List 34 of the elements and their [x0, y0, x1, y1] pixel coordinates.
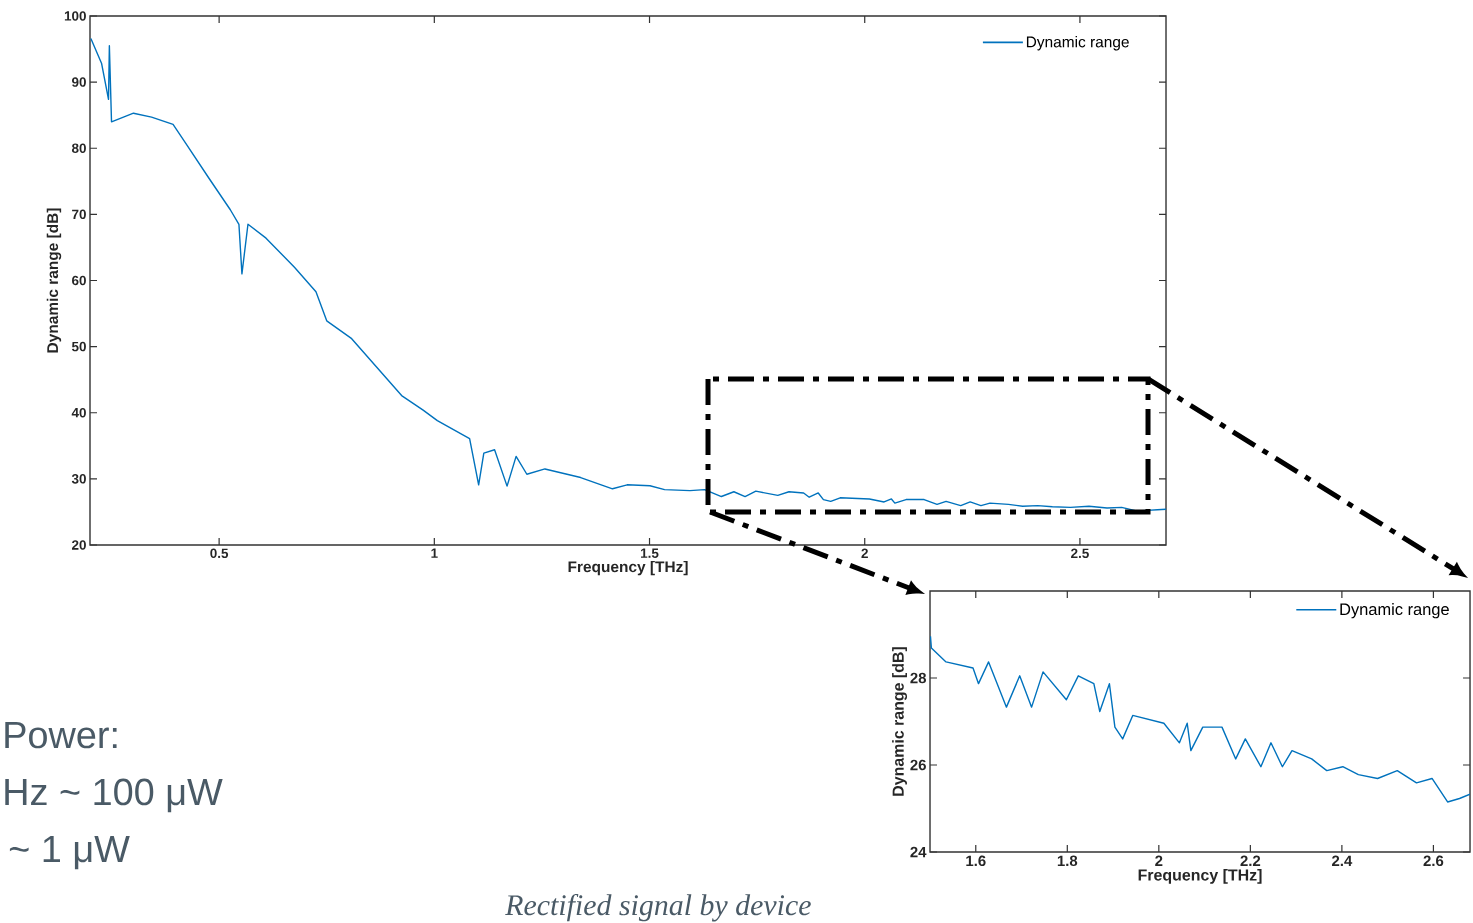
- y-tick-label: 26: [910, 759, 926, 771]
- y-axis-title: Dynamic range [dB]: [46, 208, 62, 353]
- x-tick-label: 2.5: [1071, 548, 1089, 559]
- x-tick-label: 2: [1155, 855, 1163, 866]
- x-tick-label: 2.2: [1240, 855, 1261, 866]
- x-tick-label: 1: [431, 548, 438, 558]
- y-tick-label: 40: [71, 407, 86, 418]
- y-tick-label: 90: [71, 77, 86, 87]
- text: Power:: [5, 721, 117, 749]
- x-tick-label: 1.8: [1057, 855, 1078, 867]
- y-tick-label: 28: [910, 672, 927, 684]
- x-tick-label: 2: [861, 548, 868, 558]
- x-tick-label: 0.5: [210, 548, 229, 559]
- x-tick-label: 1.6: [966, 855, 986, 867]
- y-tick-label: 60: [72, 275, 86, 286]
- text: ~ 1 μW: [9, 835, 130, 870]
- text: Rectified signal by device: [505, 893, 811, 922]
- y-axis-title: Dynamic range [dB]: [892, 647, 908, 796]
- y-tick-label: 50: [71, 341, 86, 352]
- y-tick-label: 100: [64, 11, 86, 21]
- legend-label: Dynamic range: [1340, 603, 1449, 619]
- y-tick-label: 30: [71, 474, 86, 484]
- x-tick-label: 2.4: [1332, 855, 1353, 866]
- x-tick-label: 2.6: [1423, 855, 1444, 867]
- legend-label: Dynamic range: [1026, 36, 1129, 51]
- y-tick-label: 70: [72, 209, 86, 220]
- x-axis-title: Frequency [THz]: [1138, 868, 1262, 884]
- y-tick-label: 24: [910, 846, 927, 858]
- line-series: [930, 635, 1471, 803]
- x-tick-label: 1.5: [641, 548, 659, 558]
- y-tick-label: 20: [71, 540, 86, 550]
- x-axis-title: Frequency [THz]: [568, 560, 688, 576]
- y-tick-label: 80: [71, 143, 86, 153]
- text: Hz ~ 100 μW: [5, 778, 223, 813]
